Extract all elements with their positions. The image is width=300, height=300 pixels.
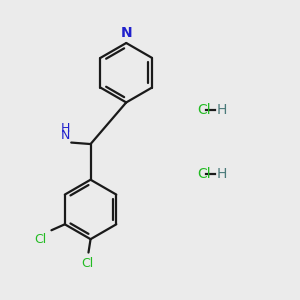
Text: Cl: Cl bbox=[198, 103, 211, 117]
Text: Cl: Cl bbox=[82, 257, 94, 270]
Text: Cl: Cl bbox=[35, 233, 47, 246]
Text: Cl: Cl bbox=[198, 167, 211, 181]
Text: H: H bbox=[61, 122, 70, 135]
Text: N: N bbox=[120, 26, 132, 40]
Text: N: N bbox=[61, 129, 70, 142]
Text: H: H bbox=[217, 103, 227, 117]
Text: H: H bbox=[217, 167, 227, 181]
